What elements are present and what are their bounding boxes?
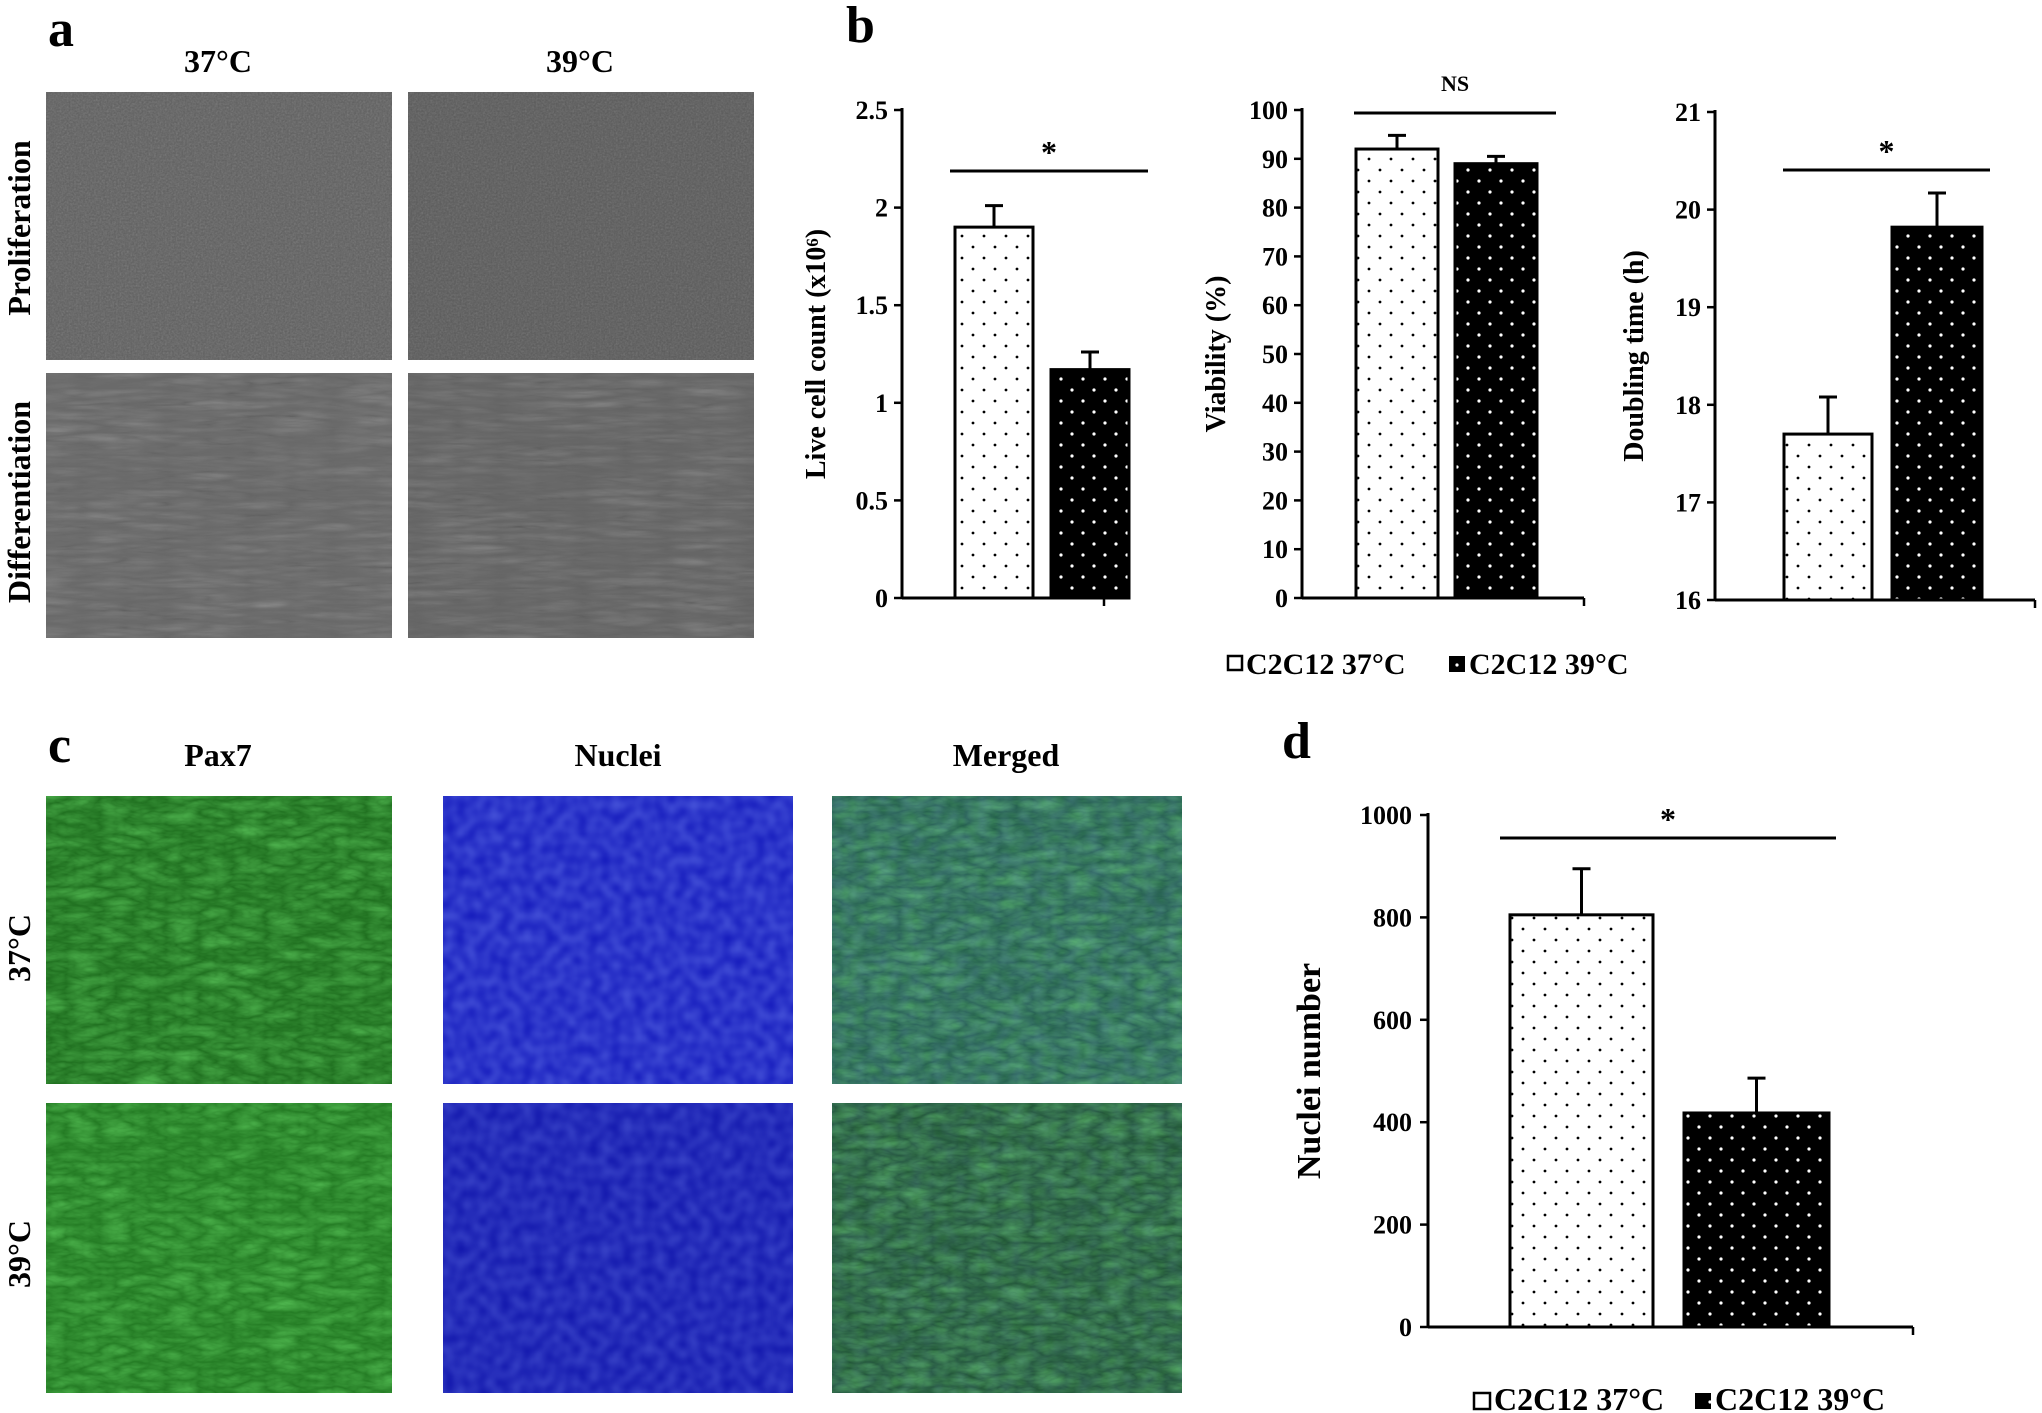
- significance-label: *: [1879, 133, 1895, 169]
- panel-c-label: c: [48, 717, 71, 774]
- legend-b-swatch-39: [1449, 656, 1465, 672]
- panel-d-label: d: [1282, 713, 1311, 770]
- y-tick-label: 20: [1262, 486, 1288, 515]
- fluor-merged-37: [832, 796, 1182, 1084]
- y-tick-label: 2.5: [856, 96, 889, 125]
- bar-37: [1508, 913, 1655, 1329]
- y-tick-label: 100: [1249, 96, 1288, 125]
- y-tick-label: 0: [875, 584, 888, 613]
- chart-doubling-time: 16 17 18 19 20 21 Doubling time (h) *: [1619, 98, 2037, 615]
- y-tick-label: 70: [1262, 242, 1288, 271]
- y-tick-label: 50: [1262, 340, 1288, 369]
- panel-a-label: a: [48, 1, 74, 58]
- y-tick-label: 20: [1675, 196, 1701, 225]
- y-tick-label: 10: [1262, 535, 1288, 564]
- legend-d-label-39: C2C12 39°C: [1715, 1381, 1885, 1413]
- y-axis-label: Live cell count (x10⁶): [801, 229, 832, 479]
- y-axis-label: Nuclei number: [1291, 963, 1328, 1179]
- bar-37: [1354, 147, 1440, 600]
- legend-b-swatch-37: [1226, 654, 1244, 672]
- panel-c-col-header-merged: Merged: [953, 737, 1060, 773]
- y-tick-label: 0: [1399, 1313, 1412, 1342]
- y-tick-label: 0.5: [856, 486, 889, 515]
- panel-a-col-header-39: 39°C: [546, 43, 614, 79]
- y-tick-label: 17: [1675, 488, 1701, 517]
- legend-d-swatch-39: [1695, 1393, 1711, 1409]
- panel-a-col-header-37: 37°C: [184, 43, 252, 79]
- panel-c-col-header-pax7: Pax7: [184, 737, 252, 773]
- fluor-pax7-37: [46, 796, 392, 1084]
- micrograph-proliferation-39: [408, 92, 754, 360]
- panel-b-label: b: [846, 0, 875, 54]
- panel-c-row-header-37: 37°C: [1, 914, 37, 982]
- significance-label: NS: [1441, 71, 1469, 96]
- legend-d-label-37: C2C12 37°C: [1494, 1381, 1664, 1413]
- y-tick-label: 800: [1373, 903, 1412, 932]
- y-tick-label: 1.5: [856, 291, 889, 320]
- significance-label: *: [1660, 801, 1676, 837]
- micrograph-proliferation-37: [46, 92, 392, 360]
- chart-live-cell-count: 0 0.5 1 1.5 2 2.5 Live cell count (x10⁶) *: [801, 96, 1148, 613]
- significance-label: *: [1041, 134, 1057, 170]
- bar-39: [1453, 162, 1539, 600]
- chart-viability: 0 10 20 30 40 50 60 70 80 90 100 Viability (%) NS: [1201, 71, 1586, 613]
- y-axis-label: Doubling time (h): [1619, 250, 1650, 462]
- legend-d-swatch-37: [1472, 1391, 1492, 1411]
- y-tick-label: 400: [1373, 1108, 1412, 1137]
- y-tick-label: 600: [1373, 1006, 1412, 1035]
- panel-c-col-header-nuclei: Nuclei: [574, 737, 661, 773]
- bar-37: [953, 225, 1035, 600]
- micrograph-differentiation-37: [46, 373, 392, 638]
- fluor-pax7-39: [46, 1103, 392, 1393]
- y-axis-label: Viability (%): [1201, 276, 1232, 433]
- chart-nuclei-number: 0 200 400 600 800 1000 Nuclei number *: [1291, 801, 1915, 1342]
- panel-a-row-header-proliferation: Proliferation: [1, 140, 37, 316]
- micrograph-differentiation-39: [408, 373, 754, 638]
- bar-39: [1682, 1111, 1831, 1329]
- panel-c-row-header-39: 39°C: [1, 1220, 37, 1288]
- legend-b-label-39: C2C12 39°C: [1469, 648, 1629, 681]
- y-tick-label: 30: [1262, 438, 1288, 467]
- legend-b-label-37: C2C12 37°C: [1246, 648, 1406, 681]
- y-tick-label: 90: [1262, 145, 1288, 174]
- y-tick-label: 200: [1373, 1211, 1412, 1240]
- y-tick-label: 40: [1262, 389, 1288, 418]
- fluor-nuclei-39: [443, 1103, 793, 1393]
- y-tick-label: 1: [875, 389, 888, 418]
- y-tick-label: 1000: [1360, 801, 1412, 830]
- y-tick-label: 18: [1675, 391, 1701, 420]
- bar-39: [1049, 368, 1131, 600]
- y-tick-label: 2: [875, 194, 888, 223]
- y-tick-label: 16: [1675, 586, 1701, 615]
- legend-b: C2C12 37°C C2C12 39°C: [1226, 648, 1629, 681]
- bar-37: [1782, 432, 1874, 602]
- bar-39: [1890, 225, 1984, 602]
- y-tick-label: 80: [1262, 194, 1288, 223]
- panel-a-row-header-differentiation: Differentiation: [1, 401, 37, 603]
- fluor-merged-39: [832, 1103, 1182, 1393]
- y-tick-label: 21: [1675, 98, 1701, 127]
- y-tick-label: 60: [1262, 291, 1288, 320]
- legend-d: C2C12 37°C C2C12 39°C: [1472, 1381, 1885, 1413]
- y-tick-label: 0: [1275, 584, 1288, 613]
- fluor-nuclei-37: [443, 796, 793, 1084]
- y-tick-label: 19: [1675, 293, 1701, 322]
